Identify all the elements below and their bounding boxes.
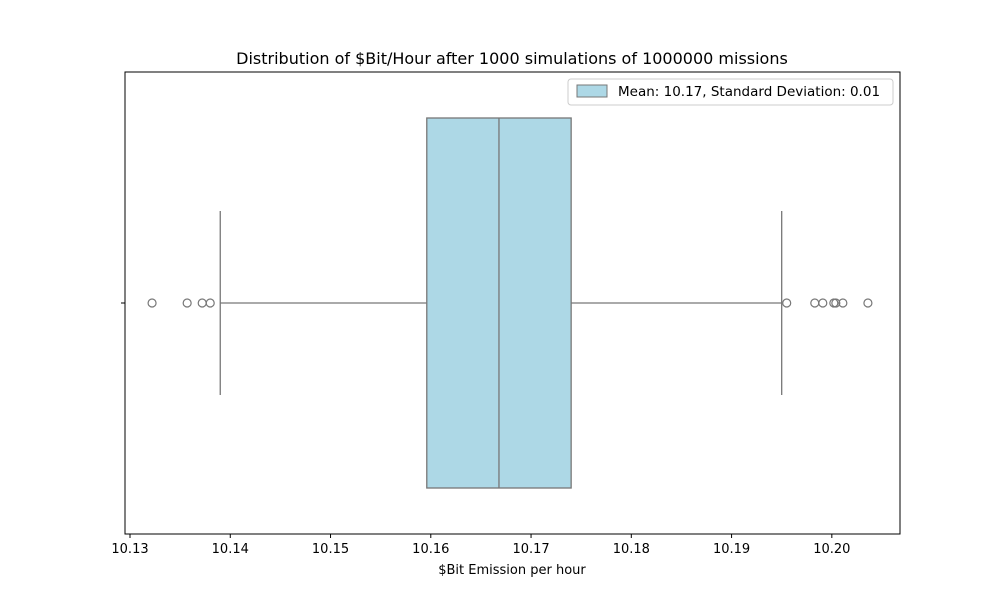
legend: Mean: 10.17, Standard Deviation: 0.01 (567, 78, 894, 106)
chart-title: Distribution of $Bit/Hour after 1000 sim… (236, 49, 788, 68)
outlier-point (205, 298, 215, 308)
outlier-point (818, 298, 828, 308)
x-axis: 10.13 10.14 10.15 10.16 10.17 10.18 10.19 10.20 (111, 534, 850, 557)
legend-swatch (576, 84, 608, 98)
x-tick-label: 10.14 (212, 542, 249, 557)
x-tick-label: 10.18 (613, 542, 650, 557)
outlier-point (147, 298, 157, 308)
plot-area (121, 71, 901, 535)
x-tick-label: 10.19 (713, 542, 750, 557)
outlier-point (197, 298, 207, 308)
outlier-point (182, 298, 192, 308)
outlier-point (863, 298, 873, 308)
outlier-point (782, 298, 792, 308)
x-tick-label: 10.20 (813, 542, 850, 557)
outlier-point (831, 298, 841, 308)
x-tick-label: 10.15 (312, 542, 349, 557)
x-axis-label: $Bit Emission per hour (438, 563, 586, 578)
legend-frame (567, 78, 894, 106)
outlier-point (810, 298, 820, 308)
legend-label: Mean: 10.17, Standard Deviation: 0.01 (618, 84, 880, 100)
x-tick-label: 10.13 (111, 542, 148, 557)
x-tick-label: 10.17 (512, 542, 549, 557)
x-tick-label: 10.16 (412, 542, 449, 557)
outlier-point (838, 298, 848, 308)
